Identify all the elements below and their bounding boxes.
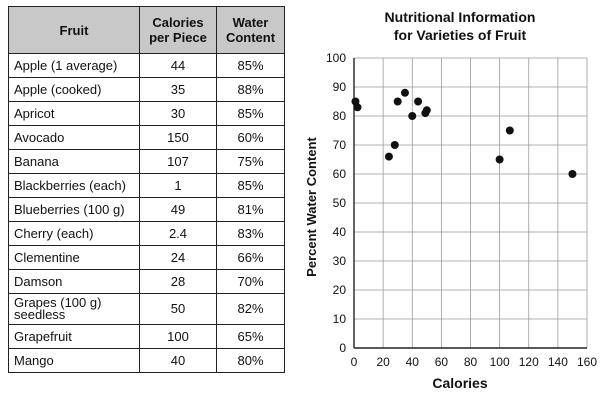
cell-fruit: Mango <box>8 348 140 373</box>
x-tick-label: 0 <box>351 355 358 369</box>
cell-calories: 50 <box>139 293 217 325</box>
cell-water: 85% <box>216 53 285 78</box>
cell-water: 85% <box>216 173 285 198</box>
y-tick-label: 40 <box>333 225 347 239</box>
data-point <box>495 155 504 164</box>
fruit-table: Fruit Calories per Piece Water Content A… <box>8 6 285 373</box>
x-tick-label: 20 <box>376 355 390 369</box>
cell-fruit: Avocado <box>8 125 140 150</box>
cell-fruit: Damson <box>8 269 140 294</box>
table-row: Mango 40 80% <box>8 348 285 373</box>
table-header-row: Fruit Calories per Piece Water Content <box>8 6 285 54</box>
chart-points <box>351 88 577 178</box>
data-point <box>568 170 577 178</box>
table-row: Grapes (100 g) seedless 50 82% <box>8 293 285 325</box>
chart-grid <box>353 57 588 349</box>
cell-water: 83% <box>216 221 285 246</box>
y-tick-label: 20 <box>333 283 347 297</box>
cell-water: 75% <box>216 149 285 174</box>
cell-fruit: Blackberries (each) <box>8 173 140 198</box>
table-row: Banana 107 75% <box>8 149 285 174</box>
y-axis-label: Percent Water Content <box>304 137 319 277</box>
table-row: Apple (1 average) 44 85% <box>8 53 285 78</box>
data-point <box>414 97 423 106</box>
cell-water: 70% <box>216 269 285 294</box>
table-row: Avocado 150 60% <box>8 125 285 150</box>
x-tick-label: 160 <box>577 355 597 369</box>
data-point <box>353 103 362 112</box>
table-row: Apple (cooked) 35 88% <box>8 77 285 102</box>
data-point <box>384 152 393 161</box>
cell-calories: 35 <box>139 77 217 102</box>
cell-calories: 24 <box>139 245 217 270</box>
table-row: Apricot 30 85% <box>8 101 285 126</box>
cell-fruit: Apple (1 average) <box>8 53 140 78</box>
data-point <box>505 126 514 135</box>
cell-calories: 1 <box>139 173 217 198</box>
data-point <box>400 88 409 97</box>
y-tick-label: 70 <box>333 138 347 152</box>
table-row: Grapefruit 100 65% <box>8 324 285 349</box>
x-tick-label: 80 <box>464 355 478 369</box>
header-fruit: Fruit <box>8 6 140 54</box>
cell-water: 85% <box>216 101 285 126</box>
table-body: Apple (1 average) 44 85% Apple (cooked) 35 88… <box>8 53 285 373</box>
x-axis-label: Calories <box>432 375 487 391</box>
scatter-chart: Nutritional Information for Varieties of… <box>304 9 597 391</box>
data-point <box>422 106 431 115</box>
data-point <box>408 112 417 120</box>
cell-fruit: Cherry (each) <box>8 221 140 246</box>
header-water: Water Content <box>216 6 285 54</box>
cell-calories: 44 <box>139 53 217 78</box>
cell-water: 80% <box>216 348 285 373</box>
table-row: Blackberries (each) 1 85% <box>8 173 285 198</box>
cell-fruit: Clementine <box>8 245 140 270</box>
data-point <box>393 97 402 106</box>
cell-calories: 28 <box>139 269 217 294</box>
cell-fruit: Grapes (100 g) seedless <box>8 293 140 325</box>
y-tick-label: 60 <box>333 167 347 181</box>
cell-calories: 49 <box>139 197 217 222</box>
chart-title-line-2: for Varieties of Fruit <box>394 27 527 43</box>
table-row: Damson 28 70% <box>8 269 285 294</box>
cell-water: 88% <box>216 77 285 102</box>
y-tick-label: 50 <box>333 196 347 210</box>
y-tick-label: 0 <box>339 341 346 355</box>
cell-water: 65% <box>216 324 285 349</box>
cell-fruit: Apple (cooked) <box>8 77 140 102</box>
cell-water: 82% <box>216 293 285 325</box>
header-calories: Calories per Piece <box>139 6 217 54</box>
cell-calories: 100 <box>139 324 217 349</box>
cell-water: 81% <box>216 197 285 222</box>
x-tick-label: 60 <box>435 355 449 369</box>
chart-title-line-1: Nutritional Information <box>385 9 536 25</box>
x-tick-label: 120 <box>519 355 539 369</box>
table-row: Cherry (each) 2.4 83% <box>8 221 285 246</box>
y-tick-label: 10 <box>333 312 347 326</box>
y-tick-label: 90 <box>333 80 347 94</box>
cell-water: 60% <box>216 125 285 150</box>
y-tick-label: 30 <box>333 254 347 268</box>
cell-fruit: Banana <box>8 149 140 174</box>
cell-calories: 40 <box>139 348 217 373</box>
cell-calories: 107 <box>139 149 217 174</box>
y-tick-label: 100 <box>326 51 346 65</box>
cell-fruit: Grapefruit <box>8 324 140 349</box>
cell-calories: 30 <box>139 101 217 126</box>
table-row: Clementine 24 66% <box>8 245 285 270</box>
cell-water: 66% <box>216 245 285 270</box>
x-tick-label: 40 <box>406 355 420 369</box>
cell-calories: 2.4 <box>139 221 217 246</box>
cell-calories: 150 <box>139 125 217 150</box>
table-row: Blueberries (100 g) 49 81% <box>8 197 285 222</box>
cell-fruit: Blueberries (100 g) <box>8 197 140 222</box>
cell-fruit: Apricot <box>8 101 140 126</box>
data-point <box>390 141 399 149</box>
x-tick-label: 100 <box>490 355 510 369</box>
chart-ticks: 0 20 40 60 80 100 120 140 160 0 10 20 30 40 50 60 70 80 90… <box>326 51 597 369</box>
y-tick-label: 80 <box>333 109 347 123</box>
x-tick-label: 140 <box>548 355 568 369</box>
